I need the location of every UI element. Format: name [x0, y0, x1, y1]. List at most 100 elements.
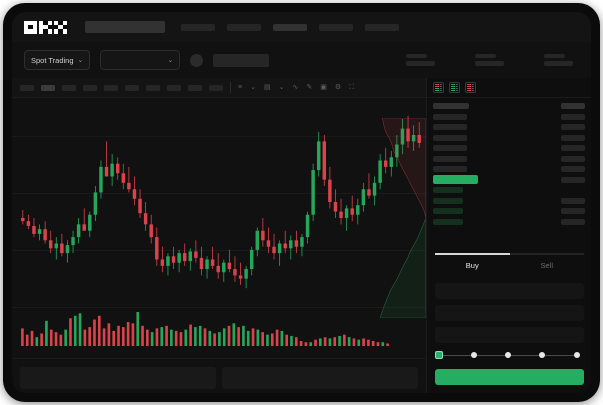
camera-icon[interactable]: ▣: [320, 84, 327, 91]
tablet-device-frame: Spot Trading ⌄ ⌄: [3, 3, 600, 402]
settings-gear-icon[interactable]: ⚙: [334, 84, 342, 91]
orderbook-amount: [561, 197, 585, 204]
orderbook-header[interactable]: [433, 102, 585, 110]
orderbook-ask-row[interactable]: [433, 144, 585, 152]
order-price-field[interactable]: [435, 283, 584, 299]
market-subheader: Spot Trading ⌄ ⌄: [12, 42, 591, 78]
timeframe-option-3[interactable]: [62, 84, 76, 91]
okx-logo-glyph-k: [39, 20, 52, 34]
orderbook-bid-row[interactable]: [433, 218, 585, 226]
orderbook-column: Buy Sell: [426, 78, 591, 393]
orderbook-ask-row[interactable]: [433, 165, 585, 173]
slider-stop-100[interactable]: [574, 352, 580, 358]
orderbook-rows[interactable]: [427, 98, 591, 226]
orderbook-ask-row[interactable]: [433, 134, 585, 142]
orderbook-bid-row[interactable]: [433, 197, 585, 205]
orderbook-amount: [561, 124, 585, 130]
charttype-dropdown-icon[interactable]: ▤: [263, 84, 271, 91]
orderbook-bid-row[interactable]: [433, 207, 585, 215]
tablet-screen: Spot Trading ⌄ ⌄: [12, 12, 591, 393]
fullscreen-icon[interactable]: ⛶: [349, 84, 355, 91]
global-search-input[interactable]: [85, 21, 165, 33]
charttype-chevron-icon[interactable]: ⌄: [278, 84, 285, 91]
toolbar-divider: [230, 82, 231, 93]
order-amount-field[interactable]: [435, 305, 584, 321]
market-stat-3: [544, 54, 573, 66]
orderbook-amount: [561, 155, 585, 162]
slider-stop-75[interactable]: [539, 352, 545, 358]
orderbook-amount: [561, 145, 585, 151]
orderbook-price: [433, 103, 469, 109]
market-stat-2-label: [475, 54, 496, 58]
timeframe-option-7[interactable]: [146, 84, 160, 91]
orderbook-bid-row[interactable]: [433, 186, 585, 194]
timeframe-option-4[interactable]: [83, 84, 97, 91]
orderbook-last-price-row[interactable]: [433, 175, 585, 184]
orderbook-price: [433, 145, 467, 151]
volume-histogram: [21, 312, 389, 346]
trading-pair-dropdown[interactable]: ⌄: [100, 50, 181, 70]
orderbook-last-amount: [561, 176, 585, 183]
market-stat-1-value: [406, 61, 435, 66]
bottom-panel-left[interactable]: [20, 367, 216, 389]
market-stat-2: [475, 54, 504, 66]
nav-item-1[interactable]: [181, 23, 215, 31]
indicator-dropdown-icon[interactable]: ≡: [238, 84, 243, 91]
okx-logo[interactable]: [24, 20, 67, 34]
amount-percent-slider[interactable]: [435, 350, 584, 362]
last-price-skeleton: [213, 53, 270, 67]
orderbook-ask-row[interactable]: [433, 113, 585, 121]
submit-buy-button[interactable]: [435, 369, 584, 385]
orderbook-amount: [561, 103, 585, 109]
gridline-2: [12, 193, 426, 194]
order-total-field[interactable]: [435, 327, 584, 343]
market-type-dropdown[interactable]: Spot Trading ⌄: [24, 50, 91, 70]
timeframe-selector[interactable]: [20, 84, 223, 91]
nav-item-3[interactable]: [273, 23, 307, 31]
orderbook-price: [433, 218, 463, 225]
orderbook-ask-row[interactable]: [433, 155, 585, 163]
chart-tools-group[interactable]: ≡ ⌄ ▤ ⌄ ∿ ✎ ▣ ⚙ ⛶: [238, 84, 354, 91]
orderbook-price: [433, 187, 463, 193]
timeframe-option-5[interactable]: [104, 84, 118, 91]
orderbook-price: [433, 208, 463, 214]
slider-handle[interactable]: [435, 351, 443, 359]
bottom-panel-right[interactable]: [222, 367, 418, 389]
nav-item-4[interactable]: [319, 23, 353, 31]
tab-sell[interactable]: Sell: [540, 261, 553, 270]
orderbook-ask-row[interactable]: [433, 123, 585, 131]
market-stat-3-value: [544, 61, 573, 66]
timeframe-option-1[interactable]: [20, 84, 34, 91]
pair-coin-avatar: [190, 53, 204, 67]
timeframe-option-6[interactable]: [125, 84, 139, 91]
orderbook-mode-switch[interactable]: [427, 78, 591, 98]
orderbook-price: [433, 113, 467, 120]
timeframe-option-8[interactable]: [167, 84, 181, 91]
orderbook-mode-bids-icon[interactable]: [449, 82, 460, 93]
order-side-tabs[interactable]: Buy Sell: [427, 253, 591, 281]
order-side-indicator-track: [435, 253, 584, 255]
nav-item-5[interactable]: [365, 23, 399, 31]
pencil-icon[interactable]: ✎: [306, 84, 313, 91]
slider-stop-50[interactable]: [505, 352, 511, 358]
slider-stop-25[interactable]: [471, 352, 477, 358]
nav-item-2[interactable]: [227, 23, 261, 31]
okx-logo-glyph-x: [54, 20, 67, 34]
order-side-indicator: [435, 253, 510, 255]
chart-toolbar: ≡ ⌄ ▤ ⌄ ∿ ✎ ▣ ⚙ ⛶: [12, 78, 426, 98]
orderbook-mode-both-icon[interactable]: [433, 82, 444, 93]
orderbook-amount: [561, 166, 585, 172]
timeframe-option-2[interactable]: [41, 84, 55, 91]
timeframe-option-10[interactable]: [209, 84, 223, 91]
timeframe-option-9[interactable]: [188, 84, 202, 91]
chevron-down-icon: ⌄: [167, 56, 174, 64]
orderbook-price: [433, 124, 467, 130]
orderbook-amount: [561, 208, 585, 214]
gridline-3: [12, 250, 426, 251]
tab-buy[interactable]: Buy: [465, 261, 479, 270]
orderbook-mode-asks-icon[interactable]: [465, 82, 476, 93]
indicator-chevron-icon[interactable]: ⌄: [250, 84, 256, 91]
line-chart-icon[interactable]: ∿: [292, 84, 299, 91]
orderbook-price: [433, 197, 463, 204]
candlestick-chart[interactable]: [12, 98, 426, 358]
